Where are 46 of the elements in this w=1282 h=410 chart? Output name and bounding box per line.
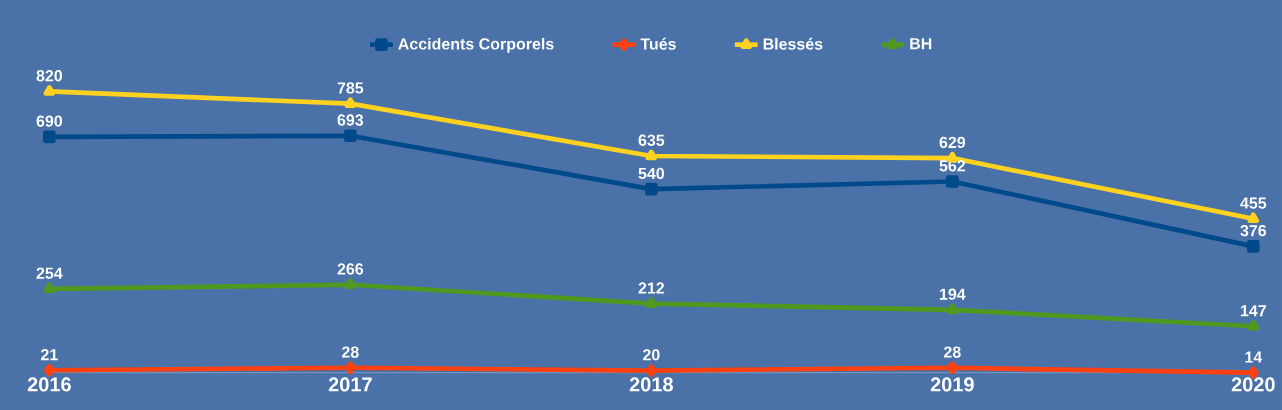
point <box>345 361 356 375</box>
legend-label: Blessés <box>763 37 823 50</box>
data-label: 14 <box>1245 351 1263 363</box>
data-label: 266 <box>337 263 364 275</box>
data-label: 629 <box>939 136 966 149</box>
data-label: 20 <box>643 349 660 361</box>
x-tick-label: 2018 <box>629 377 673 392</box>
data-label: 376 <box>1240 224 1267 237</box>
legend-label: BH <box>910 38 932 50</box>
data-label: 820 <box>36 70 63 82</box>
data-label: 785 <box>337 82 364 94</box>
data-label: 455 <box>1240 197 1267 209</box>
point <box>646 364 657 377</box>
x-tick-label: 2020 <box>1231 377 1275 392</box>
data-label: 540 <box>638 167 665 180</box>
point <box>645 297 658 308</box>
legend-label: Accidents Corporels <box>398 37 554 53</box>
point <box>43 130 56 144</box>
data-label: 690 <box>36 115 63 127</box>
point <box>344 129 357 143</box>
x-tick-label: 2016 <box>27 377 71 392</box>
point <box>645 182 658 196</box>
data-label: 254 <box>36 267 63 279</box>
x-tick-label: 2017 <box>328 377 372 392</box>
point <box>43 282 56 294</box>
point <box>344 97 357 108</box>
point <box>945 175 959 188</box>
point <box>1247 319 1260 331</box>
point <box>946 303 959 315</box>
point <box>946 361 958 375</box>
point <box>44 363 55 377</box>
point <box>1246 240 1260 253</box>
x-tick-label: 2019 <box>930 377 974 392</box>
legend-label: Tués <box>640 37 676 50</box>
point <box>43 85 56 96</box>
data-label: 194 <box>939 288 966 300</box>
data-label: 693 <box>337 114 364 126</box>
data-label: 635 <box>638 134 665 146</box>
data-label: 28 <box>944 346 961 358</box>
point <box>344 278 357 290</box>
data-label: 147 <box>1240 305 1266 317</box>
point <box>645 149 658 161</box>
data-label: 21 <box>41 349 58 361</box>
data-label: 212 <box>638 282 665 294</box>
data-label: 28 <box>342 346 359 358</box>
point <box>1247 212 1260 224</box>
